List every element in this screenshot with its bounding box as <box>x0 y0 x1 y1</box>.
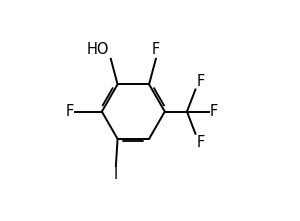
Text: F: F <box>65 104 74 119</box>
Text: HO: HO <box>87 42 109 57</box>
Text: F: F <box>196 74 205 89</box>
Text: F: F <box>152 42 160 57</box>
Text: F: F <box>210 104 218 119</box>
Text: F: F <box>196 135 205 150</box>
Text: I: I <box>114 167 118 182</box>
